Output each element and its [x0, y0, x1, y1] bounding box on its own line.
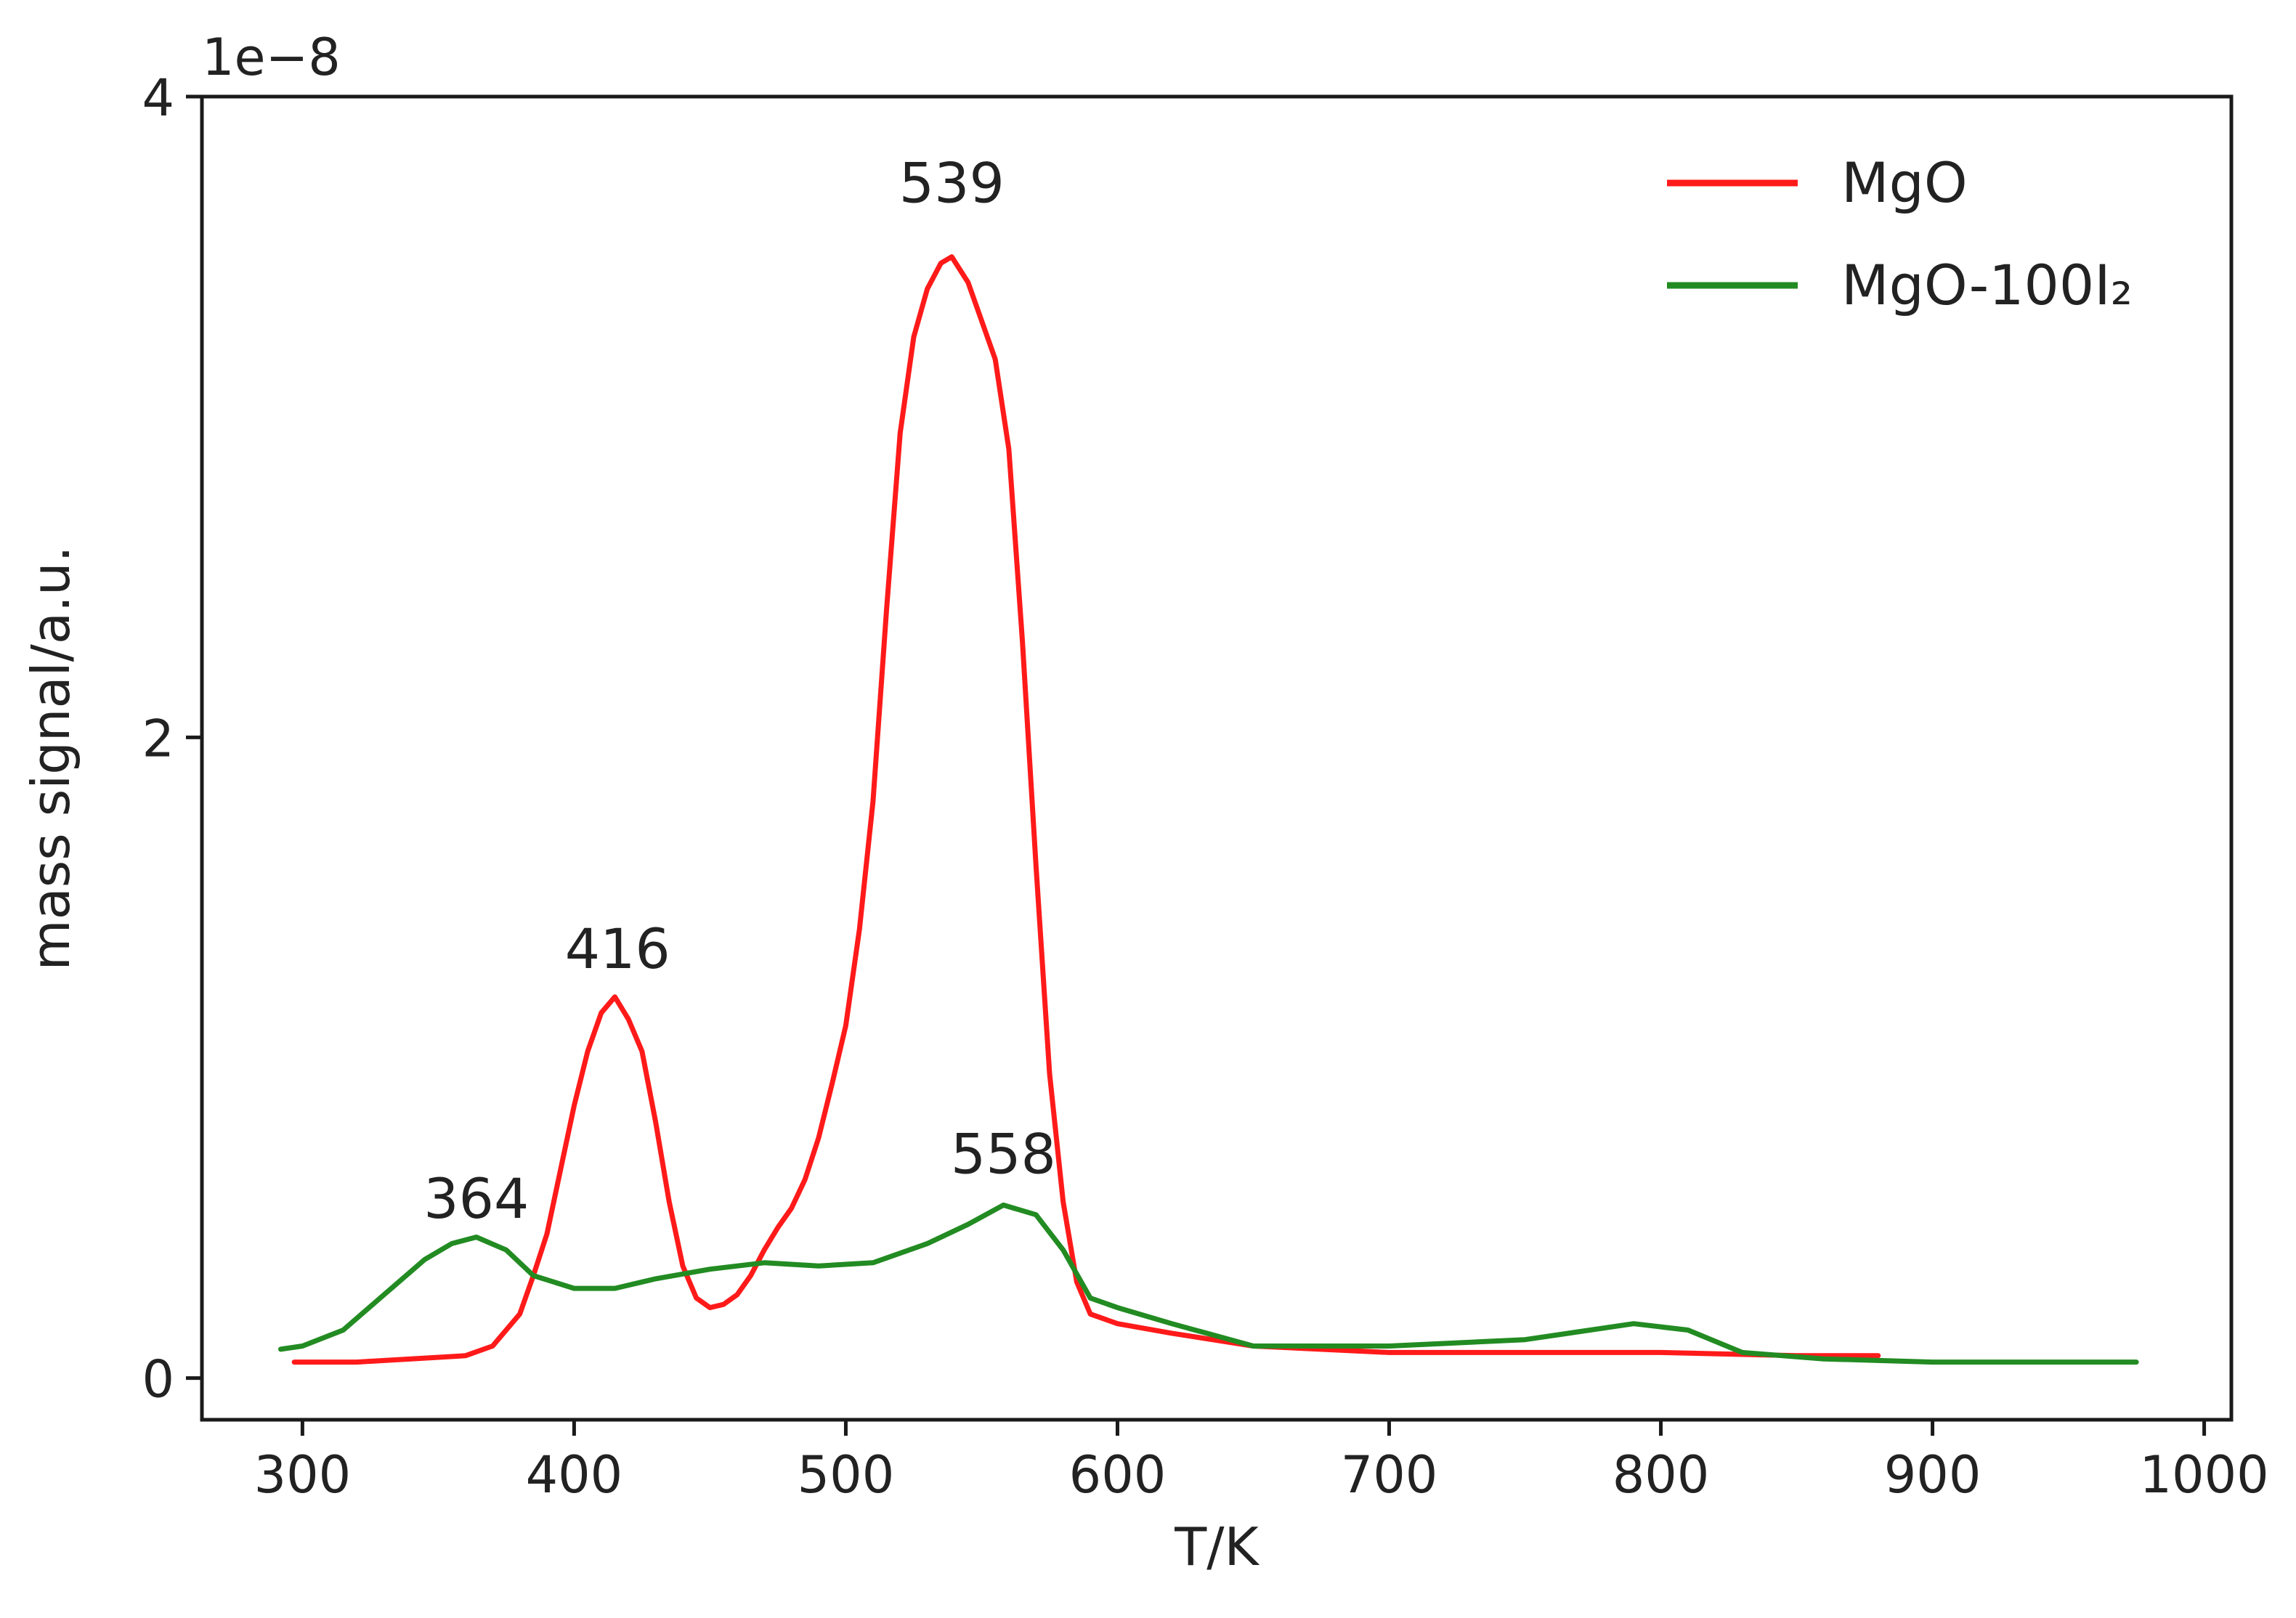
y-tick-label: 2 — [142, 709, 174, 768]
x-tick-label: 300 — [254, 1445, 352, 1505]
legend-label: MgO-100I₂ — [1841, 253, 2133, 317]
x-tick-label: 800 — [1613, 1445, 1710, 1505]
peak-label: 364 — [423, 1166, 529, 1231]
x-tick-label: 500 — [798, 1445, 895, 1505]
y-tick-label: 4 — [142, 68, 174, 128]
y-offset-text: 1e−8 — [202, 28, 341, 87]
x-tick-label: 900 — [1884, 1445, 1981, 1505]
peak-label: 416 — [565, 916, 670, 981]
series-line-mgo — [291, 254, 1881, 1365]
plot-frame — [200, 94, 2234, 1422]
x-axis: 300 400 500 600 700 800 900 1000 — [254, 1420, 2269, 1505]
x-tick-label: 600 — [1069, 1445, 1167, 1505]
series-layer — [278, 254, 2139, 1365]
x-tick-label: 1000 — [2140, 1445, 2269, 1505]
y-tick-label: 0 — [142, 1350, 174, 1410]
y-axis-label: mass signal/a.u. — [20, 546, 81, 971]
y-axis: 0 2 4 — [142, 68, 202, 1410]
peak-label: 558 — [951, 1121, 1056, 1186]
peak-annotations: 364 416 539 558 — [423, 151, 1056, 1231]
peak-label: 539 — [899, 151, 1005, 216]
x-axis-label: T/K — [1174, 1516, 1259, 1577]
legend-label: MgO — [1841, 150, 1968, 215]
legend: MgO MgO-100I₂ — [1667, 150, 2133, 317]
series-line-mgo-100i2 — [278, 1202, 2139, 1365]
x-tick-label: 400 — [526, 1445, 623, 1505]
x-tick-label: 700 — [1341, 1445, 1438, 1505]
